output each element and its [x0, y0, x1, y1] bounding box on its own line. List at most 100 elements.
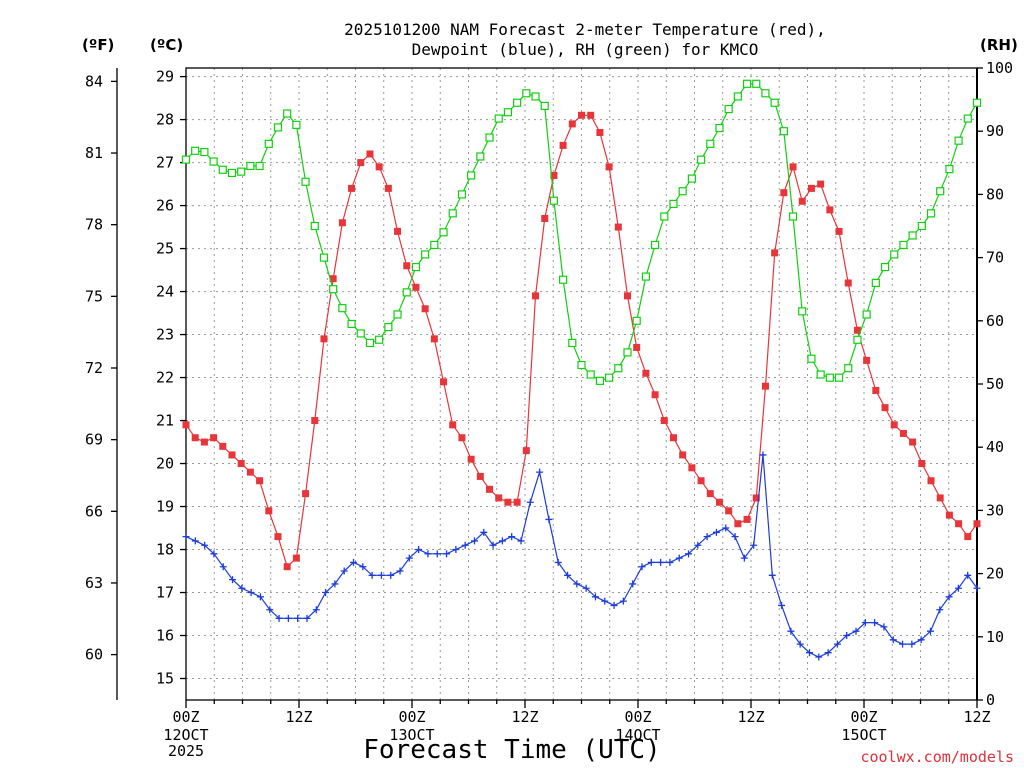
rh-point	[770, 98, 779, 107]
dewpoint-point	[833, 640, 841, 648]
x-tick-date-label: 12OCT	[163, 726, 208, 744]
rh-tick-label: 50	[986, 375, 1004, 393]
rh-point	[430, 240, 439, 250]
dewpoint-point	[694, 541, 702, 549]
temperature-point	[182, 421, 190, 429]
temperature-point	[798, 197, 806, 205]
temperature-point	[311, 417, 319, 425]
rh-point	[421, 250, 430, 259]
temperature-point	[826, 206, 834, 214]
rh-point	[338, 304, 347, 313]
temperature-point	[541, 214, 549, 222]
rh-point	[779, 127, 788, 136]
rh-point	[595, 376, 604, 385]
dewpoint-point	[871, 619, 879, 627]
rh-point	[825, 373, 834, 382]
dewpoint-point	[805, 649, 813, 657]
rh-point	[660, 212, 669, 221]
temperature-point	[973, 520, 981, 528]
rh-point	[301, 177, 310, 186]
rh-point	[742, 79, 752, 88]
dewpoint-point	[712, 528, 720, 536]
temperature-point	[412, 283, 420, 291]
dewpoint-point	[685, 550, 693, 558]
rh-point	[310, 221, 319, 231]
rh-point	[604, 373, 614, 382]
dewpoint-point	[396, 567, 404, 575]
grid-lines	[186, 68, 977, 700]
rh-point	[715, 123, 724, 133]
rh-point	[954, 136, 963, 145]
celsius-tick-label: 25	[156, 240, 174, 258]
rh-point	[761, 89, 770, 98]
rh-point	[319, 253, 329, 262]
temperature-point	[881, 404, 889, 412]
rh-point	[844, 364, 853, 373]
fahrenheit-tick-label: 75	[85, 287, 103, 305]
x-tick-label: 12Z	[285, 708, 312, 726]
dewpoint-point	[843, 632, 851, 640]
rh-point	[200, 147, 209, 157]
rh-point	[218, 165, 227, 174]
rh-point	[696, 155, 706, 164]
dewpoint-point	[359, 563, 367, 571]
dewpoint-point	[536, 468, 544, 476]
dewpoint-point	[638, 563, 646, 571]
dewpoint-point	[256, 593, 264, 601]
temperature-point	[761, 382, 769, 390]
dewpoint-point	[238, 584, 246, 592]
rh-point	[559, 275, 568, 284]
temperature-point	[440, 378, 448, 386]
rh-point	[614, 364, 623, 373]
dewpoint-point	[415, 546, 423, 554]
temperature-point	[348, 184, 356, 192]
temperature-point	[660, 417, 668, 425]
rh-point	[531, 92, 540, 101]
rh-point	[917, 221, 926, 231]
dewpoint-point	[610, 601, 618, 609]
dewpoint-point	[861, 619, 869, 627]
temperature-point	[807, 184, 815, 192]
celsius-tick-label: 29	[156, 68, 174, 86]
temperature-point	[532, 292, 540, 300]
rh-point	[439, 228, 448, 237]
dewpoint-point	[368, 571, 376, 579]
dewpoint-point	[564, 571, 572, 579]
temperature-point	[918, 460, 926, 468]
dewpoint-point	[545, 515, 553, 523]
rh-point	[687, 174, 696, 183]
rh-point	[292, 120, 301, 129]
rh-axis-unit: (RH)	[980, 36, 1018, 54]
temperature-point	[817, 180, 825, 188]
temperature-point	[274, 533, 282, 541]
rh-point	[706, 139, 715, 148]
dewpoint-point	[824, 649, 832, 657]
x-axis-title: Forecast Time (UTC)	[363, 735, 660, 765]
rh-point	[457, 190, 467, 199]
rh-point	[264, 139, 273, 148]
x-tick-label: 00Z	[850, 708, 877, 726]
rh-point	[393, 310, 402, 319]
rh-point	[890, 250, 899, 259]
celsius-tick-label: 16	[156, 627, 174, 645]
rh-point	[908, 231, 917, 240]
rh-point	[936, 187, 945, 196]
dewpoint-point	[387, 571, 395, 579]
temperature-point	[890, 421, 898, 429]
rh-tick-label: 40	[986, 438, 1004, 456]
dewpoint-point	[852, 627, 860, 635]
temperature-point	[679, 451, 687, 459]
temperature-series	[182, 111, 981, 571]
temperature-point	[633, 343, 641, 351]
dewpoint-point	[889, 636, 897, 644]
temperature-point	[550, 171, 558, 179]
rh-point	[724, 104, 733, 114]
dewpoint-point	[433, 550, 441, 558]
dewpoint-point	[517, 537, 525, 545]
rh-point	[467, 171, 476, 180]
rh-tick-label: 100	[986, 59, 1013, 77]
rh-point	[347, 319, 356, 329]
rh-tick-label: 70	[986, 249, 1004, 267]
temperature-point	[467, 455, 475, 463]
dewpoint-point	[201, 541, 209, 549]
